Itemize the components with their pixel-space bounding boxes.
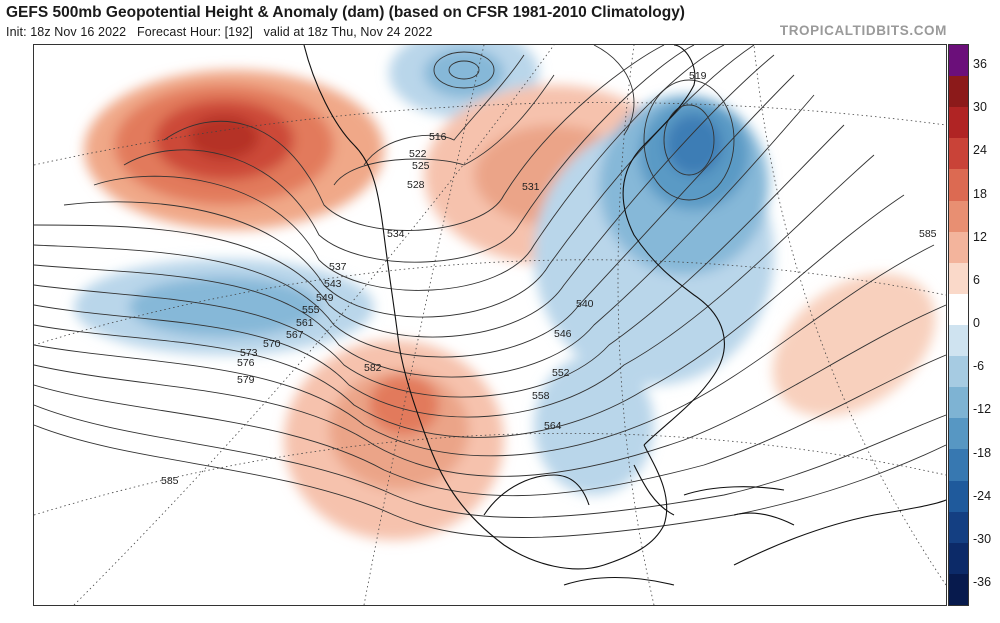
colorbar-label: 24: [973, 143, 987, 158]
contour-label: 525: [412, 160, 430, 172]
colorbar-label: 30: [973, 100, 987, 115]
colorbar-swatch: [949, 262, 968, 294]
contour-label: 579: [237, 374, 255, 386]
graticule: [34, 45, 946, 605]
contour-label: 576: [237, 357, 255, 369]
contour-label: 516: [429, 131, 447, 143]
colorbar-label: 12: [973, 229, 987, 244]
forecast-hour: Forecast Hour: [192]: [136, 25, 253, 39]
contour-label: 522: [409, 148, 427, 160]
colorbar-label: 6: [973, 272, 980, 287]
contour-label: 546: [554, 328, 572, 340]
chart-title: GEFS 500mb Geopotential Height & Anomaly…: [6, 4, 685, 21]
contour-label: 585: [161, 475, 179, 487]
contour-label: 564: [544, 420, 562, 432]
colorbar-swatch: [949, 324, 968, 357]
contour-label: 570: [263, 338, 281, 350]
contour-labels: 516 522 525 528 531 534 537 540 543 546 …: [161, 70, 937, 487]
contour-label: 537: [329, 261, 347, 273]
valid-time: valid at 18z Thu, Nov 24 2022: [263, 25, 433, 39]
colorbar-swatch: [949, 169, 968, 201]
contour-label: 582: [364, 362, 382, 374]
coastlines: [303, 45, 946, 586]
colorbar-swatch: [949, 45, 968, 77]
colorbar-label: -12: [973, 402, 992, 417]
contour-label: 528: [407, 179, 425, 191]
contour-label: 543: [324, 278, 342, 290]
anomaly-colorbar: [948, 44, 969, 606]
contour-label: 555: [302, 304, 320, 316]
colorbar-swatch: [949, 387, 968, 419]
map-svg: 516 522 525 528 531 534 537 540 543 546 …: [34, 45, 946, 605]
colorbar-label: -6: [973, 359, 985, 374]
contour-label: 561: [296, 317, 314, 329]
colorbar-swatch: [949, 480, 968, 512]
colorbar-swatch: [949, 511, 968, 543]
contour-label: 540: [576, 298, 594, 310]
contour-label: 531: [522, 181, 540, 193]
contour-label: 534: [387, 228, 405, 240]
colorbar-swatch: [949, 200, 968, 232]
colorbar-swatch: [949, 356, 968, 388]
height-contours: [34, 45, 946, 538]
anomaly-shading: [74, 45, 936, 540]
colorbar-swatch: [949, 76, 968, 108]
colorbar-swatch: [949, 573, 968, 605]
map-panel: 516 522 525 528 531 534 537 540 543 546 …: [33, 44, 947, 606]
colorbar-swatch: [949, 231, 968, 263]
colorbar-swatch: [949, 138, 968, 170]
contour-label: 567: [286, 329, 304, 341]
chart-subtitle: Init: 18z Nov 16 2022 Forecast Hour: [19…: [6, 25, 432, 39]
contour-label: 549: [316, 292, 334, 304]
colorbar-label: -36: [973, 575, 992, 589]
colorbar-label: 36: [973, 57, 987, 71]
colorbar-swatch: [949, 293, 968, 325]
contour-label: 585: [919, 228, 937, 240]
colorbar-label: -24: [973, 488, 992, 503]
contour-label: 552: [552, 367, 570, 379]
colorbar-label: 0: [973, 316, 980, 330]
colorbar-label: -18: [973, 445, 992, 460]
site-credit: TROPICALTIDBITS.COM: [779, 23, 947, 38]
colorbar-swatch: [949, 542, 968, 574]
colorbar-swatch: [949, 107, 968, 139]
colorbar-label: -30: [973, 531, 992, 546]
contour-label: 573: [240, 347, 258, 359]
init-time: Init: 18z Nov 16 2022: [6, 25, 127, 39]
colorbar-swatch: [949, 449, 968, 481]
contour-label: 558: [532, 390, 550, 402]
colorbar-swatch: [949, 418, 968, 450]
colorbar-label: 18: [973, 186, 987, 201]
contour-label: 519: [689, 70, 707, 82]
